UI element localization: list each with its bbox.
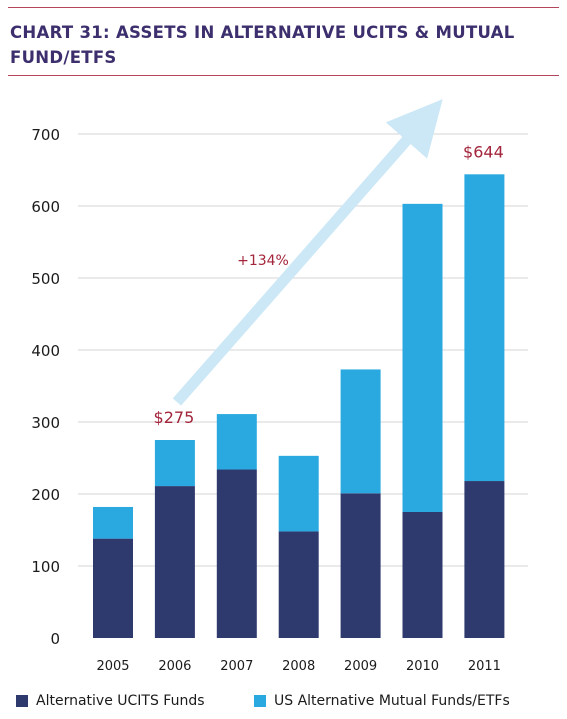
trend-arrow-layer <box>172 99 443 406</box>
legend-item-us-funds: US Alternative Mutual Funds/ETFs <box>254 693 510 709</box>
title-top-rule <box>8 7 559 8</box>
y-tick-label: 500 <box>31 270 60 288</box>
bar-segment-ucits <box>402 512 443 638</box>
chart-title: CHART 31: ASSETS IN ALTERNATIVE UCITS & … <box>10 23 515 67</box>
bars <box>93 174 505 638</box>
title-bottom-rule <box>8 75 559 76</box>
bar-segment-ucits <box>278 531 319 638</box>
bar-segment-ucits <box>93 538 133 638</box>
growth-annotation: +134% <box>237 253 289 269</box>
y-tick-label: 300 <box>31 414 60 432</box>
annotation-label: $644 <box>463 142 504 161</box>
y-axis: 0 100 200 300 400 500 600 700 <box>31 126 60 648</box>
bar-segment-us-funds <box>340 369 381 494</box>
legend-label-us-funds: US Alternative Mutual Funds/ETFs <box>274 693 510 709</box>
bar-segment-ucits <box>216 469 257 638</box>
y-tick-label: 700 <box>31 126 60 144</box>
bar-segment-ucits <box>464 481 505 638</box>
annotation-label: $275 <box>154 408 195 427</box>
y-tick-label: 200 <box>31 486 60 504</box>
bar-segment-us-funds <box>402 203 443 512</box>
x-axis: 2005 2006 2007 2008 2009 2010 2011 <box>96 659 500 674</box>
x-tick-label: 2007 <box>220 659 253 674</box>
bar-segment-us-funds <box>154 440 195 487</box>
bar-segment-ucits <box>154 486 195 638</box>
legend-swatch-us-funds <box>254 695 266 707</box>
x-tick-label: 2008 <box>282 659 315 674</box>
legend-label-ucits: Alternative UCITS Funds <box>36 693 205 709</box>
legend-swatch-ucits <box>16 695 28 707</box>
x-tick-label: 2010 <box>406 659 439 674</box>
bar-segment-us-funds <box>278 455 319 532</box>
annotations: $275 $644 +134% <box>154 142 504 427</box>
x-tick-label: 2005 <box>96 659 129 674</box>
bar-segment-us-funds <box>464 174 505 482</box>
legend-item-ucits: Alternative UCITS Funds <box>16 693 205 709</box>
y-tick-label: 0 <box>50 630 60 648</box>
bar-segment-us-funds <box>93 506 133 539</box>
x-tick-label: 2006 <box>158 659 191 674</box>
bar-segment-ucits <box>340 493 381 638</box>
trend-arrow <box>172 99 443 406</box>
bar-segment-us-funds <box>216 414 257 470</box>
y-tick-label: 600 <box>31 198 60 216</box>
x-tick-label: 2009 <box>344 659 377 674</box>
y-tick-label: 400 <box>31 342 60 360</box>
y-tick-label: 100 <box>31 558 60 576</box>
x-tick-label: 2011 <box>468 659 501 674</box>
